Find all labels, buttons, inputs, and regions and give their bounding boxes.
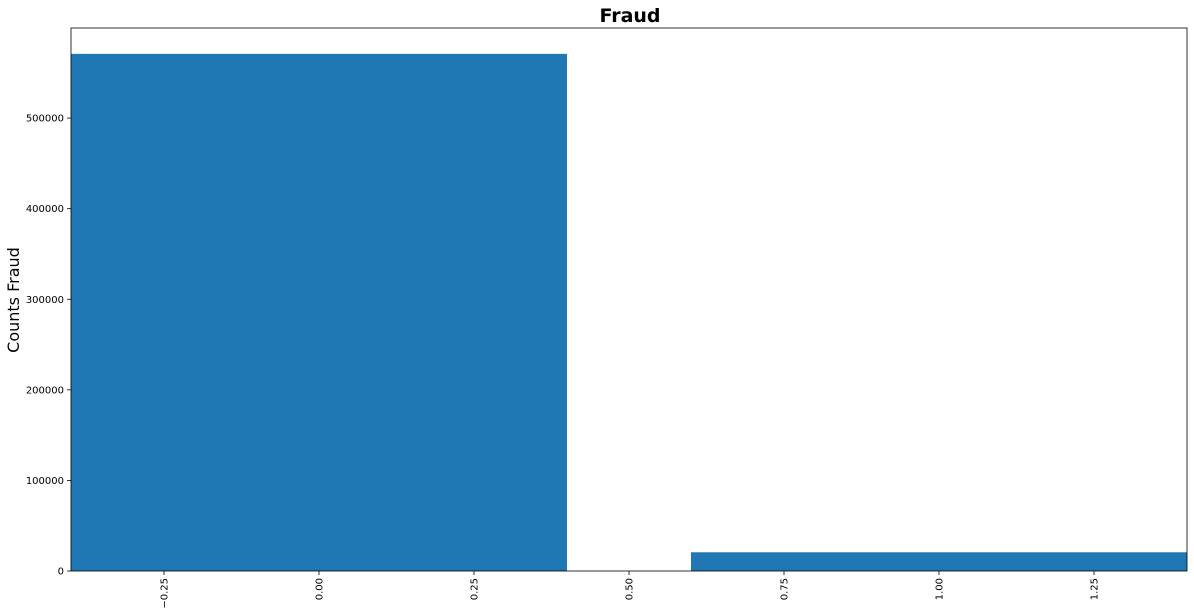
x-tick-label: 0.25 <box>470 578 481 600</box>
x-tick-label: 0.50 <box>625 578 636 600</box>
y-tick-label: 300000 <box>26 295 64 306</box>
y-tick-label: 200000 <box>26 385 64 396</box>
x-tick-label: 0.00 <box>315 578 326 600</box>
y-tick-label: 100000 <box>26 476 64 487</box>
x-tick-label: 1.25 <box>1090 578 1101 600</box>
x-tick-label: 1.00 <box>935 578 946 600</box>
x-tick-label: −0.25 <box>160 578 171 609</box>
bar-1 <box>691 552 1187 571</box>
y-axis-label: Counts Fraud <box>4 247 23 353</box>
y-tick-label: 0 <box>58 567 64 578</box>
bar-0 <box>71 53 567 572</box>
bars-layer <box>71 53 1187 572</box>
axes-layer: 0 100000 200000 300000 400000 500000 −0.25 0.00… <box>26 27 1188 609</box>
y-tick-label: 400000 <box>26 204 64 215</box>
y-tick-label: 500000 <box>26 114 64 125</box>
x-tick-label: 0.75 <box>780 578 791 600</box>
chart-title: Fraud <box>599 5 660 27</box>
